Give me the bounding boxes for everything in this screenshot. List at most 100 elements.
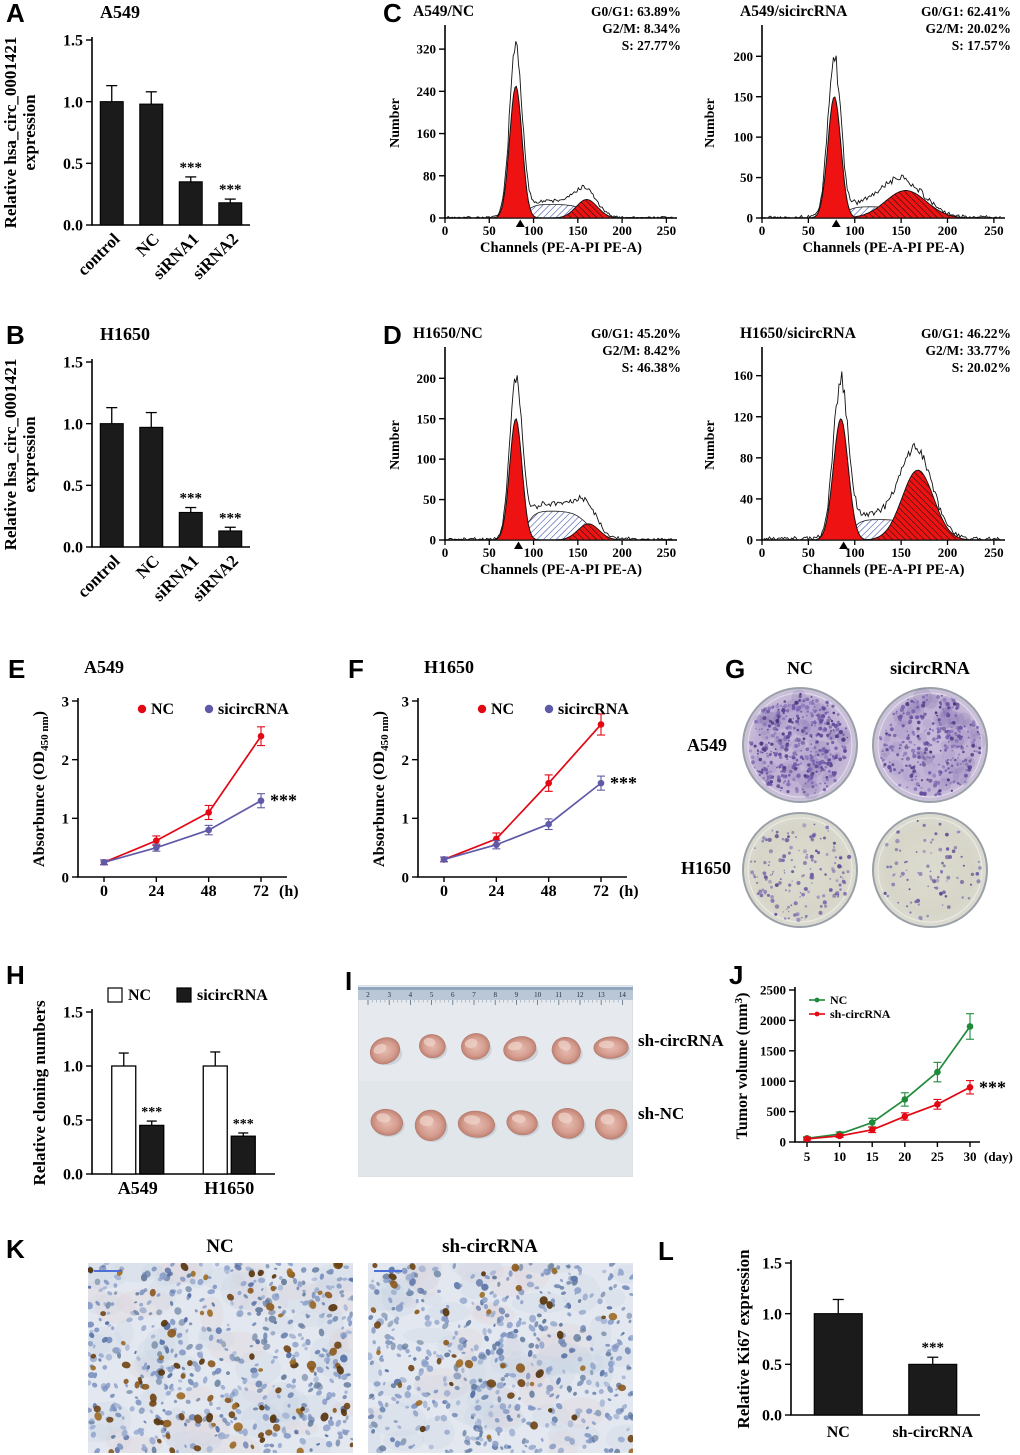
chart-svg-F: 0 1 2 3 0 24 48 72 (h) NC sicircRNA *** H1650 Absorbu… [371,657,639,900]
svg-text:0.0: 0.0 [63,1167,83,1184]
svg-text:Number: Number [703,98,718,148]
svg-text:(h): (h) [279,883,299,900]
svg-text:7: 7 [472,991,476,999]
svg-text:NC: NC [128,987,151,1004]
ihc-svg [70,1249,374,1455]
svg-text:sh-circRNA: sh-circRNA [892,1424,973,1441]
svg-text:sicircRNA: sicircRNA [558,701,629,718]
svg-text:250: 250 [657,223,677,238]
svg-text:NC: NC [491,701,514,718]
svg-text:120: 120 [734,409,754,424]
svg-text:200: 200 [938,223,958,238]
svg-text:NC: NC [132,229,163,260]
tumor-row-label-sh-circrna: sh-circRNA [638,1031,724,1050]
svg-text:***: *** [270,791,297,811]
svg-text:1.5: 1.5 [762,1256,782,1273]
svg-text:0: 0 [442,223,449,238]
svg-text:50: 50 [802,545,815,560]
panel-letter-d: D [383,320,402,350]
svg-text:2: 2 [366,991,370,999]
svg-text:1.0: 1.0 [762,1306,782,1323]
ihc-image-sh-circrna [354,1252,650,1455]
svg-text:24: 24 [148,883,164,900]
svg-text:150: 150 [568,545,588,560]
svg-text:0.0: 0.0 [63,540,83,557]
svg-text:***: *** [219,510,242,526]
svg-text:1.0: 1.0 [63,1059,83,1076]
colony-col-header-nc: NC [787,658,813,678]
flow-histogram-h1650-nc: 0 50 100 150 200 0 50 100 150 200 250 Channels (PE-… [385,322,685,597]
svg-text:5: 5 [804,1149,811,1164]
svg-text:200: 200 [612,223,632,238]
svg-text:Number: Number [703,420,718,470]
svg-text:1000: 1000 [760,1074,786,1089]
svg-text:320: 320 [417,42,437,57]
svg-text:0: 0 [759,545,766,560]
svg-text:80: 80 [423,168,436,183]
svg-text:100: 100 [734,130,754,145]
svg-text:6: 6 [451,991,455,999]
svg-text:Absorbunce (OD450 nm): Absorbunce (OD450 nm) [371,711,391,867]
svg-text:G2/M: 33.77%: G2/M: 33.77% [926,343,1012,358]
svg-text:H1650: H1650 [424,657,474,677]
svg-text:2: 2 [62,753,70,769]
svg-text:0: 0 [759,223,766,238]
svg-text:H1650: H1650 [204,1178,254,1198]
svg-text:0: 0 [100,883,108,900]
grouped-bar-cloning-numbers: 0.0 0.5 1.0 1.5 *** A549 *** H1650 NC sicircRNA Re… [0,962,330,1219]
svg-text:100: 100 [417,452,437,467]
flow-histogram-a549-nc: 0 80 160 240 320 0 50 100 150 200 250 Channels (PE-… [385,0,685,275]
panel-letter-i: I [345,966,353,996]
svg-text:H1650/NC: H1650/NC [413,325,483,342]
tumor-photo: 2 3 4 5 6 7 8 9 10 11 12 13 14 [357,984,634,1182]
svg-text:1.5: 1.5 [63,1005,83,1022]
chart-svg-C1: 0 80 160 240 320 0 50 100 150 200 250 Channels (PE-… [388,3,681,256]
panel-letter-c: C [383,0,402,28]
svg-text:20: 20 [898,1149,911,1164]
svg-text:0: 0 [440,883,448,900]
svg-text:4: 4 [409,991,413,999]
svg-text:48: 48 [201,883,217,900]
chart-svg-H: 0.0 0.5 1.0 1.5 *** A549 *** H1650 NC sicircRNA Re… [30,987,275,1198]
svg-text:A549: A549 [84,657,124,677]
svg-text:10: 10 [833,1149,846,1164]
svg-text:1.0: 1.0 [63,94,83,111]
svg-text:sh-circRNA: sh-circRNA [830,1007,891,1021]
svg-text:G0/G1: 63.89%: G0/G1: 63.89% [591,4,681,19]
panel-letter-j: J [729,960,744,990]
svg-text:100: 100 [524,545,544,560]
chart-svg-D1: 0 50 100 150 200 0 50 100 150 200 250 Channels (PE-… [388,325,681,578]
svg-text:S: 20.02%: S: 20.02% [952,360,1011,375]
svg-text:1.5: 1.5 [63,33,83,50]
colony-dish-svg [742,812,858,928]
svg-text:1.5: 1.5 [63,355,83,372]
svg-text:3: 3 [387,991,391,999]
svg-text:***: *** [233,1117,254,1132]
line-chart-tumor-volume: 0 500 1000 1500 2000 2500 5 10 15 20 25 30 (day) NC sh… [733,962,1020,1192]
svg-text:30: 30 [964,1149,977,1164]
svg-text:240: 240 [417,84,437,99]
svg-text:50: 50 [740,170,753,185]
ihc-image-nc [70,1249,374,1455]
panel-letter-h: H [6,960,25,990]
svg-text:0: 0 [62,870,70,886]
svg-text:0: 0 [780,1135,787,1150]
colony-dish-a549-sicircrna [870,685,990,810]
svg-text:9: 9 [515,991,519,999]
svg-text:72: 72 [253,883,269,900]
tumor-photo-svg: 2 3 4 5 6 7 8 9 10 11 12 13 14 [357,984,634,1178]
svg-text:Number: Number [388,98,403,148]
svg-text:control: control [74,551,124,601]
tumor-row-label-sh-nc: sh-NC [638,1104,685,1123]
svg-text:G0/G1: 62.41%: G0/G1: 62.41% [921,4,1011,19]
colony-dish-a549-nc [740,685,860,810]
svg-text:S: 17.57%: S: 17.57% [952,38,1011,53]
svg-text:(h): (h) [619,883,639,900]
svg-text:G0/G1: 45.20%: G0/G1: 45.20% [591,326,681,341]
svg-text:G2/M: 20.02%: G2/M: 20.02% [926,21,1012,36]
svg-text:2: 2 [402,753,410,769]
svg-text:24: 24 [488,883,504,900]
